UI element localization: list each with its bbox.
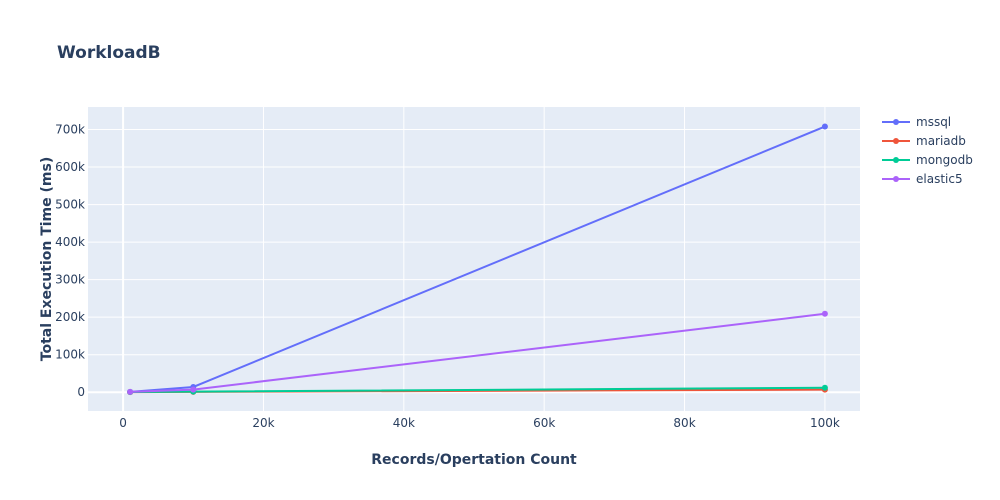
legend-marker bbox=[893, 176, 899, 182]
x-tick-label: 40k bbox=[393, 416, 415, 430]
y-tick-label: 700k bbox=[55, 123, 85, 137]
data-point-elastic5[interactable] bbox=[190, 386, 197, 393]
y-tick-label: 600k bbox=[55, 160, 85, 174]
legend-item-mariadb[interactable]: mariadb bbox=[882, 134, 966, 148]
y-tick-label: 0 bbox=[77, 385, 85, 399]
x-axis-ticks: 0 20k 40k 60k 80k 100k bbox=[119, 416, 840, 430]
y-tick-label: 100k bbox=[55, 348, 85, 362]
legend-marker bbox=[893, 119, 899, 125]
y-axis-ticks: 0 100k 200k 300k 400k 500k 600k 700k bbox=[55, 123, 85, 400]
y-tick-label: 500k bbox=[55, 198, 85, 212]
plot-area bbox=[88, 107, 860, 411]
y-axis-title: Total Execution Time (ms) bbox=[39, 157, 55, 361]
legend-label: mariadb bbox=[916, 134, 966, 148]
data-point-mongodb[interactable] bbox=[821, 384, 828, 391]
x-tick-label: 80k bbox=[673, 416, 695, 430]
x-tick-label: 0 bbox=[119, 416, 127, 430]
x-tick-label: 60k bbox=[533, 416, 555, 430]
legend-marker bbox=[893, 138, 899, 144]
x-tick-label: 20k bbox=[252, 416, 274, 430]
chart-title: WorkloadB bbox=[57, 43, 161, 63]
legend-label: mongodb bbox=[916, 153, 973, 167]
legend-label: elastic5 bbox=[916, 172, 963, 186]
legend-item-mongodb[interactable]: mongodb bbox=[882, 153, 973, 167]
legend[interactable]: mssql mariadb mongodb elastic5 bbox=[882, 115, 973, 186]
legend-marker bbox=[893, 157, 899, 163]
data-point-elastic5[interactable] bbox=[821, 310, 828, 317]
legend-item-mssql[interactable]: mssql bbox=[882, 115, 951, 129]
y-tick-label: 400k bbox=[55, 235, 85, 249]
data-point-elastic5[interactable] bbox=[127, 388, 134, 395]
y-tick-label: 300k bbox=[55, 273, 85, 287]
x-tick-label: 100k bbox=[810, 416, 840, 430]
y-tick-label: 200k bbox=[55, 310, 85, 324]
legend-label: mssql bbox=[916, 115, 951, 129]
legend-item-elastic5[interactable]: elastic5 bbox=[882, 172, 963, 186]
series-elastic5 bbox=[127, 310, 828, 395]
data-point-mssql[interactable] bbox=[821, 123, 828, 130]
x-axis-title: Records/Opertation Count bbox=[371, 452, 577, 468]
series-layer bbox=[127, 123, 828, 396]
